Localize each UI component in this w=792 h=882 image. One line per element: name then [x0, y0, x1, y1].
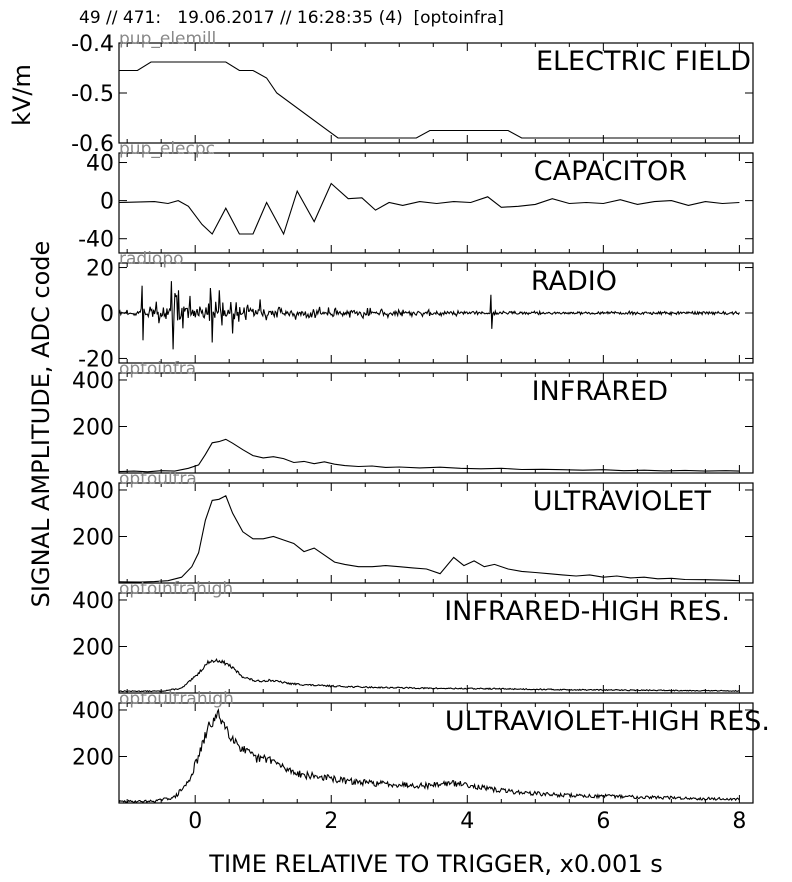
y-tick-label: 40	[86, 152, 114, 177]
panel-infrared: 200 400 optoinfra INFRARED	[72, 359, 754, 474]
y-tick-label: -0.6	[71, 132, 114, 157]
y-tick-label: -0.4	[71, 32, 114, 57]
y-axis-label: SIGNAL AMPLITUDE, ADC code	[27, 241, 55, 608]
plot-frame	[118, 482, 754, 584]
panel-electric-field: -0.6 -0.5 -0.4 pup_elemill ELECTRIC FIELD	[71, 29, 754, 157]
plot-frame	[118, 152, 754, 254]
plot-frame	[118, 262, 754, 364]
y-tick-label: 0	[100, 302, 114, 327]
panel-title: INFRARED	[532, 376, 668, 407]
x-tick-label: 0	[188, 809, 202, 834]
y-tick-label: 200	[72, 635, 114, 660]
series-line	[119, 495, 740, 583]
y-tick-label: -20	[78, 347, 114, 372]
x-tick-label: 8	[732, 809, 746, 834]
x-tick-label: 4	[460, 809, 474, 834]
panels: -0.6 -0.5 -0.4 pup_elemill ELECTRIC FIELD -40…	[71, 29, 770, 804]
y-axis-label-top: kV/m	[8, 64, 36, 126]
panel-title: CAPACITOR	[534, 156, 687, 187]
y-tick-label: 20	[86, 257, 114, 282]
y-tick-label: 0	[100, 190, 114, 215]
series-line	[119, 708, 740, 803]
series-line	[119, 657, 740, 693]
x-tick-label: 6	[596, 809, 610, 834]
y-tick-label: 200	[72, 415, 114, 440]
source-label: pup_elecpc	[119, 139, 215, 159]
source-label: optoinfrahigh	[119, 579, 233, 599]
source-label: radiopo	[119, 249, 184, 269]
panel-title: RADIO	[531, 266, 617, 297]
plot-frame	[118, 372, 754, 474]
y-tick-label: 200	[72, 525, 114, 550]
panel-title: ELECTRIC FIELD	[536, 46, 751, 77]
figure-header: 49 // 471: 19.06.2017 // 16:28:35 (4) [o…	[79, 8, 504, 28]
series-line	[119, 438, 740, 473]
panel-ultraviolet: 200 400 optoultra ULTRAVIOLET	[72, 469, 754, 584]
source-label: optoultrahigh	[119, 689, 234, 709]
y-tick-label: -40	[78, 228, 114, 253]
y-tick-label: -0.5	[71, 82, 114, 107]
source-label: optoultra	[119, 469, 197, 489]
x-tick-label: 2	[324, 809, 338, 834]
y-tick-label: 400	[72, 699, 114, 724]
panel-title: ULTRAVIOLET	[533, 486, 712, 517]
x-tick-labels: 0 2 4 6 8	[188, 809, 746, 834]
panel-infrared-high: 200 400 optoinfrahigh INFRARED-HIGH RES.	[72, 579, 754, 694]
y-tick-label: 400	[72, 479, 114, 504]
source-label: optoinfra	[119, 359, 196, 379]
plot-frame	[118, 42, 754, 144]
panel-title: ULTRAVIOLET-HIGH RES.	[445, 706, 770, 737]
y-tick-label: 400	[72, 589, 114, 614]
x-axis-label: TIME RELATIVE TO TRIGGER, x0.001 s	[208, 850, 662, 878]
plot-frame	[118, 592, 754, 694]
series-line	[119, 182, 740, 236]
panel-ultraviolet-high: 200 400 optoultrahigh ULTRAVIOLET-HIGH RES.	[72, 689, 770, 804]
y-tick-label: 400	[72, 369, 114, 394]
plot-frame	[118, 702, 754, 804]
source-label: pup_elemill	[119, 29, 216, 49]
series-line	[119, 281, 740, 350]
y-tick-label: 200	[72, 745, 114, 770]
series-line	[119, 61, 740, 139]
panel-radio: -20 0 20 radiopo RADIO	[78, 249, 754, 372]
panel-title: INFRARED-HIGH RES.	[444, 596, 730, 627]
